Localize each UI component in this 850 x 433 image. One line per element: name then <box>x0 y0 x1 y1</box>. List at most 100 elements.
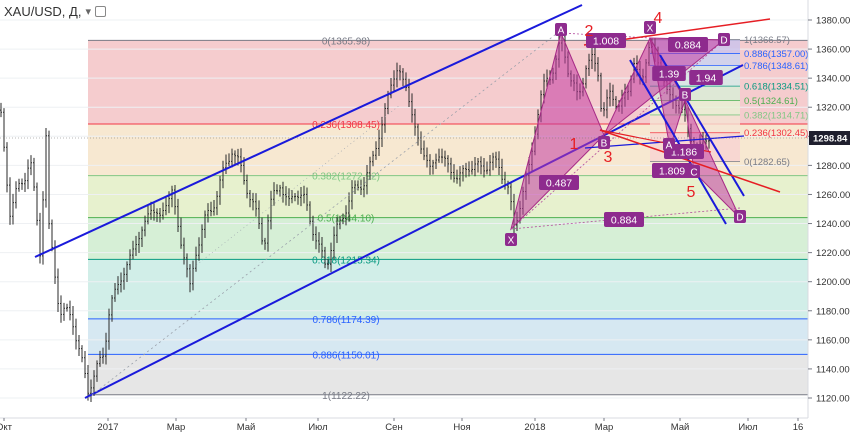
price-tick-label: 1140.00 <box>816 364 850 375</box>
time-axis-bg <box>0 418 850 433</box>
time-tick-label: Окт <box>0 422 13 433</box>
wave-label-3: 3 <box>604 149 613 166</box>
fib-label-0.382: 0.382(1272.92) <box>312 172 380 183</box>
fib-label-0.618: 0.618(1215.34) <box>312 255 380 266</box>
ratio-3-bg <box>604 212 644 227</box>
fib-label-1: 1(1122.22) <box>322 391 370 402</box>
chart-header: XAU/USD, Д, ▾ <box>0 0 110 22</box>
price-axis-bg <box>808 0 850 433</box>
fib-right-label: 1(1366.57) <box>744 35 790 46</box>
red-lower <box>599 129 781 193</box>
fib-label-0: 0(1365.98) <box>322 36 370 47</box>
ratio-4: 0.884 <box>675 40 701 52</box>
wave-label-4: 4 <box>654 10 663 27</box>
drawings <box>34 4 781 399</box>
fib-right-label: 0.236(1302.45) <box>744 128 808 139</box>
ratio-8: 1.186 <box>671 147 697 159</box>
harmonic-xd <box>510 39 725 230</box>
time-tick-label: Ноя <box>453 422 470 433</box>
price-tick-label: 1240.00 <box>816 219 850 230</box>
pattern-point-A-5: A <box>666 141 673 152</box>
pattern-point-bg <box>688 165 700 178</box>
square-icon[interactable] <box>94 5 106 17</box>
ratio-5-bg <box>689 70 723 85</box>
pattern-point-X-0: X <box>508 236 515 247</box>
fib-band <box>88 259 808 319</box>
fib-right-label: 0.5(1324.61) <box>744 96 798 107</box>
pattern-point-bg <box>679 88 691 101</box>
price-tick-label: 1280.00 <box>816 161 850 172</box>
channel-lower <box>84 64 744 399</box>
time-tick-label: Сен <box>385 422 402 433</box>
price-tick-label: 1320.00 <box>816 103 850 114</box>
fib-right-label: 0.786(1348.61) <box>744 61 808 72</box>
pattern-point-bg <box>734 210 746 223</box>
fib-right-label: 0.618(1334.51) <box>744 82 808 93</box>
symbol-label[interactable]: XAU/USD, Д, <box>4 3 82 19</box>
pattern-point-C-7: C <box>690 168 697 179</box>
time-tick-label: 16 <box>793 422 804 433</box>
pattern-point-D-4: D <box>720 36 727 47</box>
dotted-guide <box>189 104 401 271</box>
wave-label-5: 5 <box>687 184 696 201</box>
time-tick-label: Июл <box>738 422 757 433</box>
pattern-point-A-1: A <box>558 26 565 37</box>
ratio-3: 0.884 <box>611 215 637 227</box>
fib-right-label: 0.382(1314.71) <box>744 110 808 121</box>
ratio-4-bg <box>668 37 708 52</box>
price-tick-label: 1120.00 <box>816 394 850 405</box>
chevron-down-icon[interactable]: ▾ <box>85 5 91 18</box>
price-tick-label: 1220.00 <box>816 248 850 259</box>
time-axis: Окт 2017 Мар Май Июл Сен Ноя 2018 Мар Май Июл 16 <box>0 417 850 433</box>
downtrend-1 <box>629 59 727 225</box>
price-badge: 1298.84 <box>813 133 848 144</box>
ratio-7: 1.39 <box>659 69 680 81</box>
fib-label-0.786: 0.786(1174.39) <box>312 315 379 326</box>
price-tick-label: 1360.00 <box>816 45 850 56</box>
pattern-point-bg <box>505 233 517 246</box>
candles <box>0 27 710 402</box>
price-tick-label: 1180.00 <box>816 306 850 317</box>
ratio-2: 0.487 <box>546 178 572 190</box>
pattern-point-B-6: B <box>682 91 689 102</box>
ratio-1: 1.008 <box>593 36 619 48</box>
ratio-7-bg <box>652 66 686 81</box>
fib-label-0.236: 0.236(1308.45) <box>312 120 380 131</box>
ratio-5: 1.94 <box>696 73 717 85</box>
ratio-1-bg <box>586 33 626 48</box>
channel-upper <box>34 4 583 258</box>
time-tick-label: Мар <box>167 422 186 433</box>
time-tick-label: Май <box>237 422 256 433</box>
price-tick-label: 1200.00 <box>816 277 850 288</box>
pattern-point-bg <box>718 33 730 46</box>
pattern-point-bg <box>555 23 567 36</box>
time-tick-label: Июл <box>308 422 327 433</box>
fib-band <box>88 318 808 355</box>
pattern-point-bg <box>598 136 610 149</box>
annotations: 1.008 0.487 0.884 0.884 1.94 1.809 1.39 1.186 X A… <box>505 10 746 247</box>
pattern-point-B-2: B <box>601 139 608 150</box>
time-tick-label: Мар <box>595 422 614 433</box>
price-tick-label: 1260.00 <box>816 190 850 201</box>
pattern-point-bg <box>663 138 675 151</box>
pattern-point-bg <box>644 21 656 34</box>
fib-label-0.886: 0.886(1150.01) <box>312 350 379 361</box>
harmonic2-bcd <box>684 99 741 219</box>
ratio-2-bg <box>539 175 579 190</box>
pattern-point-D-8: D <box>736 213 743 224</box>
fib-right-label: 0.886(1357.00) <box>744 49 808 60</box>
price-tick-label: 1340.00 <box>816 74 850 85</box>
time-tick-label: 2018 <box>524 422 545 433</box>
pattern-point-X-3: X <box>647 24 654 35</box>
ratio-6: 1.809 <box>659 166 685 178</box>
wave-label-2: 2 <box>585 23 594 40</box>
time-tick-label: 2017 <box>97 422 118 433</box>
fib-band <box>88 354 808 395</box>
wave-label-1: 1 <box>570 136 579 153</box>
time-tick-label: Май <box>671 422 690 433</box>
price-tick-label: 1380.00 <box>816 16 850 27</box>
price-tick-label: 1160.00 <box>816 335 850 346</box>
price-badge-bg <box>809 130 850 145</box>
